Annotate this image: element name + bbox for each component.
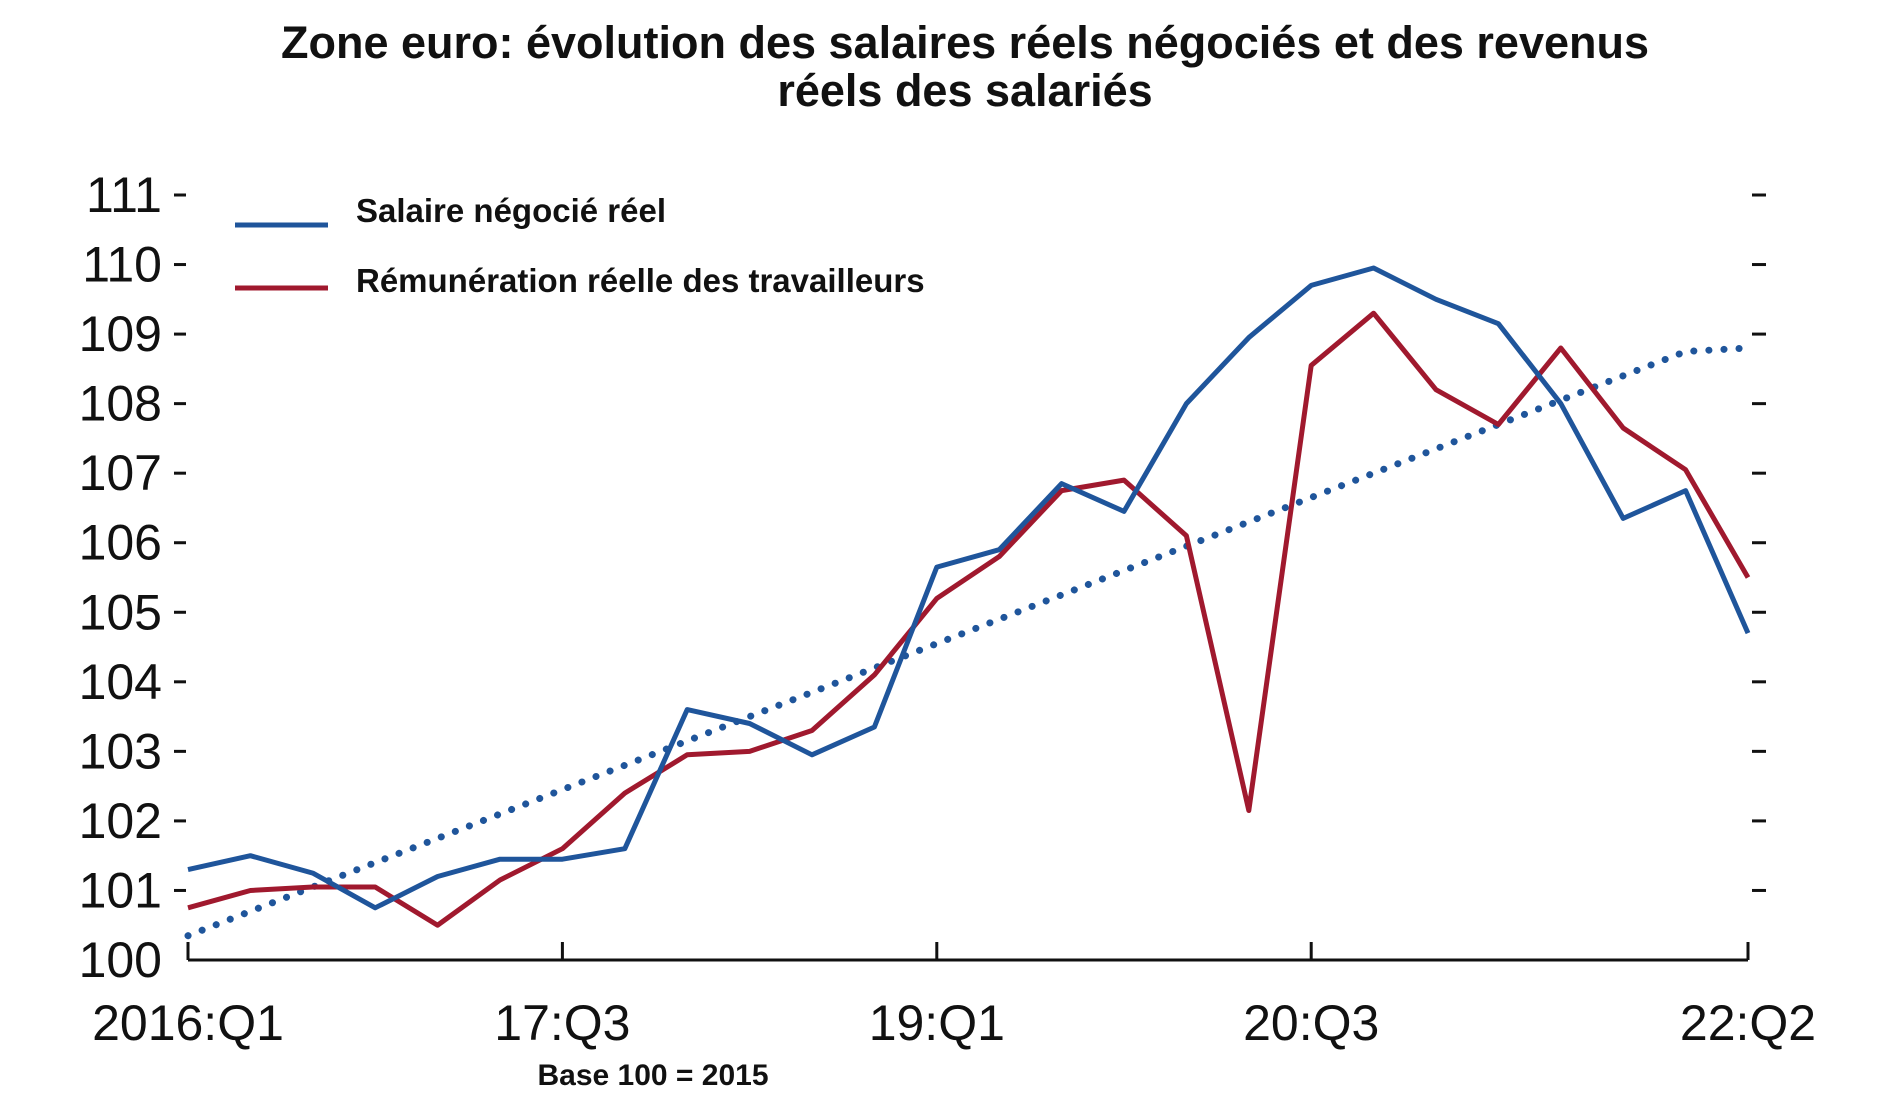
legend-label-salaire: Salaire négocié réel xyxy=(356,192,666,229)
series-line-remuneration xyxy=(187,310,1751,928)
trend-line-dotted xyxy=(184,344,1752,940)
chart-title-line2: réels des salariés xyxy=(777,65,1152,116)
right-axis-ticks xyxy=(1752,193,1766,892)
y-tick-label: 108 xyxy=(79,376,162,432)
y-tick-label: 102 xyxy=(79,793,162,849)
y-tick-label: 109 xyxy=(79,306,162,362)
y-tick-label: 110 xyxy=(82,237,162,293)
y-tick-label: 105 xyxy=(79,584,162,640)
y-tick-label: 104 xyxy=(79,654,162,710)
y-tick-label: 106 xyxy=(79,515,162,571)
x-tick-label: 17:Q3 xyxy=(494,995,630,1051)
legend: Salaire négocié réel Rémunération réelle… xyxy=(235,192,925,299)
series-layer xyxy=(184,265,1752,940)
x-tick-label: 2016:Q1 xyxy=(92,995,284,1051)
x-tick-label: 19:Q1 xyxy=(869,995,1005,1051)
y-tick-label: 111 xyxy=(86,167,162,223)
y-tick-label: 101 xyxy=(79,862,162,918)
chart-title: Zone euro: évolution des salaires réels … xyxy=(281,17,1649,68)
x-tick-label: 22:Q2 xyxy=(1680,995,1816,1051)
y-tick-label: 100 xyxy=(79,932,162,988)
y-tick-label: 107 xyxy=(79,445,162,501)
y-axis: 100 101 102 103 104 105 106 107 108 109 110 111 xyxy=(79,167,186,988)
legend-label-remuneration: Rémunération réelle des travailleurs xyxy=(356,262,925,299)
x-axis: 2016:Q1 17:Q3 19:Q1 20:Q3 22:Q2 xyxy=(92,942,1816,1051)
x-tick-label: 20:Q3 xyxy=(1243,995,1379,1051)
series-line-salaire-negocie xyxy=(187,265,1751,911)
base-note: Base 100 = 2015 xyxy=(537,1059,768,1092)
y-tick-label: 103 xyxy=(79,723,162,779)
